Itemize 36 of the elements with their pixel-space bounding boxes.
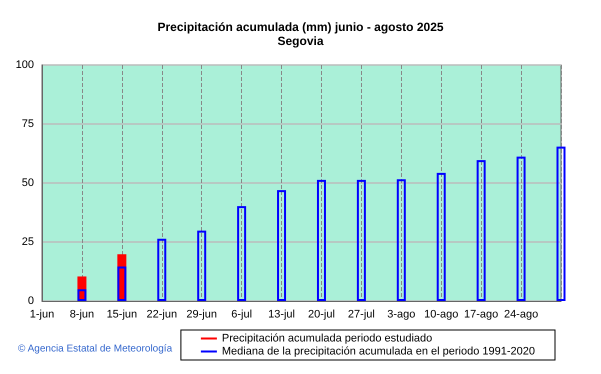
- bar: [556, 146, 566, 301]
- x-tick-label: 15-jun: [106, 308, 138, 320]
- bar: [476, 160, 486, 301]
- x-tick-label: 1-jun: [30, 308, 54, 320]
- x-tick-label: 17-ago: [464, 308, 498, 320]
- x-tick-label: 24-ago: [504, 308, 538, 320]
- y-tick-label: 25: [22, 236, 34, 248]
- bar: [316, 180, 326, 301]
- x-tick-label: 22-jun: [146, 308, 178, 320]
- legend-label: Precipitación acumulada periodo estudiado: [222, 332, 432, 344]
- bar: [117, 266, 126, 301]
- legend-label: Mediana de la precipitación acumulada en el periodo 1991-2020: [222, 346, 535, 358]
- bar: [197, 230, 206, 301]
- bar: [396, 179, 406, 301]
- bar: [237, 206, 246, 301]
- bar: [516, 156, 526, 301]
- chart-subtitle: Segovia: [277, 34, 324, 48]
- bar: [77, 289, 86, 301]
- bar: [157, 238, 166, 301]
- x-tick-label: 29-jun: [186, 308, 217, 320]
- text: © Agencia Estatal de Meteorología: [18, 344, 173, 354]
- chart-title: Precipitación acumulada (mm) junio - agosto 2025: [157, 20, 444, 34]
- x-tick-label: 13-jul: [268, 308, 295, 320]
- x-tick-label: 8-jun: [70, 308, 94, 320]
- bar: [277, 190, 286, 301]
- y-tick-label: 75: [22, 118, 34, 130]
- x-tick-label: 6-jul: [231, 308, 252, 320]
- x-tick-label: 20-jul: [308, 308, 335, 320]
- x-tick-label: 27-jul: [348, 308, 375, 320]
- bar: [356, 180, 366, 301]
- x-tick-label: 3-ago: [387, 308, 416, 320]
- y-tick-label: 100: [16, 59, 34, 71]
- bar: [436, 172, 446, 301]
- x-tick-label: 10-ago: [424, 308, 458, 320]
- y-tick-label: 0: [28, 295, 34, 307]
- y-tick-label: 50: [22, 177, 34, 189]
